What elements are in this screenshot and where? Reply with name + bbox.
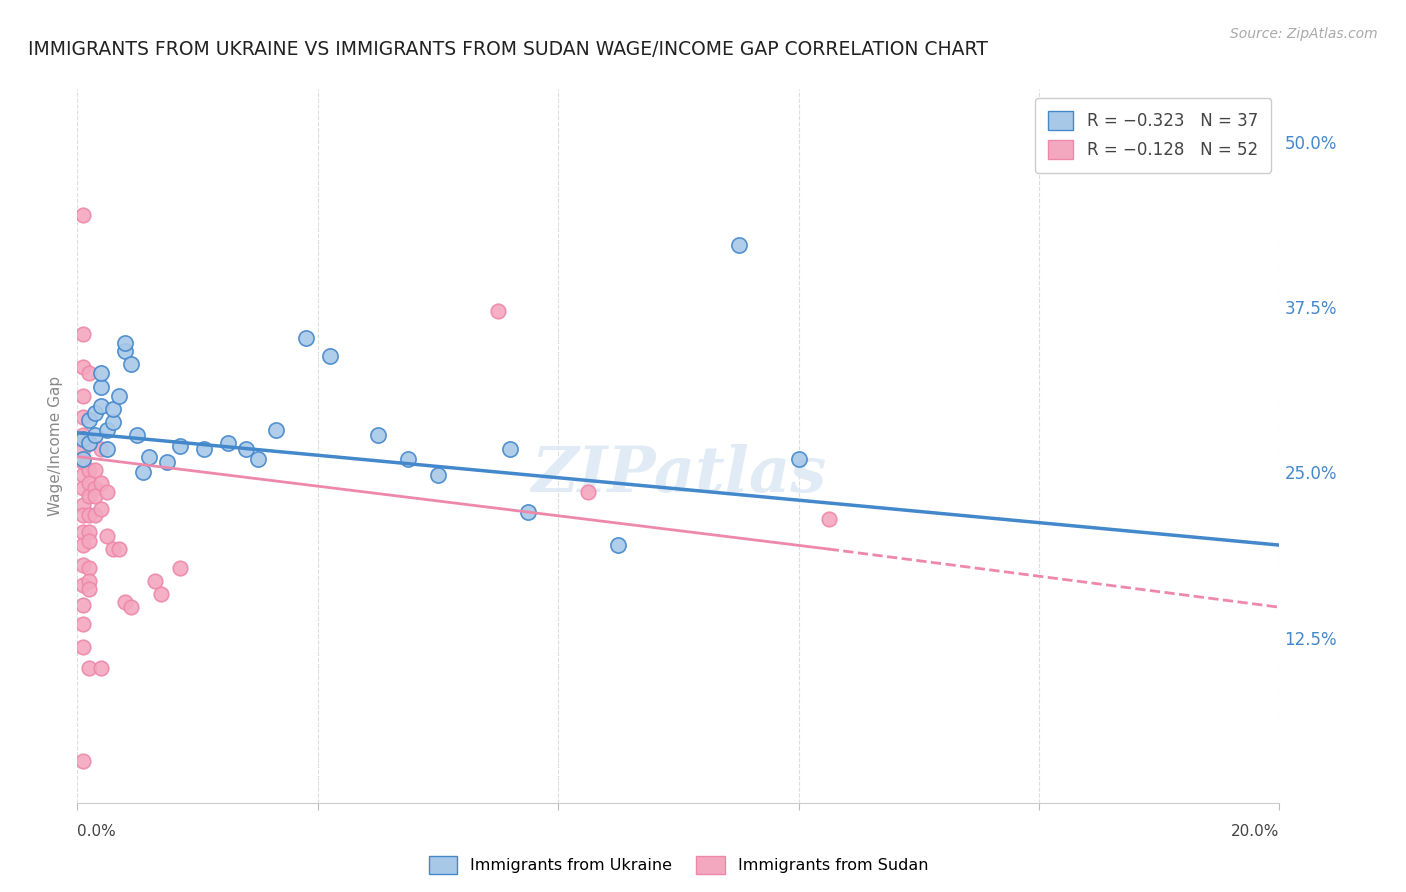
- Point: [96, 423, 118, 437]
- Text: ZIPatlas: ZIPatlas: [531, 444, 825, 505]
- Point: [235, 442, 257, 456]
- Point: [787, 452, 810, 467]
- Point: [72, 433, 94, 447]
- Point: [138, 450, 160, 464]
- Point: [72, 754, 94, 768]
- Point: [294, 331, 316, 345]
- Point: [427, 468, 450, 483]
- Point: [499, 442, 522, 456]
- Point: [103, 402, 125, 417]
- Text: IMMIGRANTS FROM UKRAINE VS IMMIGRANTS FROM SUDAN WAGE/INCOME GAP CORRELATION CHA: IMMIGRANTS FROM UKRAINE VS IMMIGRANTS FR…: [28, 40, 988, 59]
- Point: [90, 400, 112, 414]
- Point: [79, 436, 101, 450]
- Legend: R = −0.323   N = 37, R = −0.128   N = 52: R = −0.323 N = 37, R = −0.128 N = 52: [1035, 97, 1271, 173]
- Point: [79, 661, 101, 675]
- Point: [79, 560, 101, 574]
- Point: [72, 508, 94, 522]
- Point: [114, 335, 136, 350]
- Point: [72, 481, 94, 495]
- Point: [79, 489, 101, 503]
- Point: [727, 238, 749, 252]
- Point: [246, 452, 269, 467]
- Point: [120, 357, 142, 371]
- Text: Source: ZipAtlas.com: Source: ZipAtlas.com: [1230, 27, 1378, 41]
- Point: [103, 542, 125, 557]
- Point: [90, 442, 112, 456]
- Point: [108, 389, 131, 403]
- Point: [486, 304, 509, 318]
- Y-axis label: Wage/Income Gap: Wage/Income Gap: [48, 376, 63, 516]
- Point: [72, 499, 94, 513]
- Point: [72, 558, 94, 572]
- Point: [79, 524, 101, 539]
- Point: [96, 442, 118, 456]
- Point: [576, 485, 599, 500]
- Point: [90, 475, 112, 490]
- Point: [145, 574, 167, 588]
- Point: [72, 455, 94, 469]
- Point: [90, 367, 112, 381]
- Point: [72, 359, 94, 374]
- Point: [79, 534, 101, 549]
- Point: [84, 463, 107, 477]
- Point: [517, 505, 540, 519]
- Point: [72, 452, 94, 467]
- Point: [114, 595, 136, 609]
- Point: [79, 475, 101, 490]
- Point: [72, 640, 94, 654]
- Point: [169, 560, 191, 574]
- Point: [72, 538, 94, 552]
- Point: [396, 452, 419, 467]
- Point: [72, 468, 94, 483]
- Point: [72, 442, 94, 456]
- Point: [72, 409, 94, 424]
- Point: [169, 439, 191, 453]
- Point: [132, 466, 155, 480]
- Point: [72, 578, 94, 592]
- Point: [817, 511, 839, 525]
- Point: [84, 481, 107, 495]
- Point: [96, 485, 118, 500]
- Point: [607, 538, 630, 552]
- Point: [79, 463, 101, 477]
- Point: [319, 349, 342, 363]
- Point: [72, 524, 94, 539]
- Point: [217, 436, 239, 450]
- Point: [79, 412, 101, 426]
- Point: [150, 587, 173, 601]
- Point: [90, 379, 112, 393]
- Point: [79, 574, 101, 588]
- Point: [79, 508, 101, 522]
- Point: [79, 367, 101, 381]
- Point: [72, 389, 94, 403]
- Point: [127, 428, 149, 442]
- Point: [72, 326, 94, 341]
- Point: [103, 415, 125, 429]
- Point: [84, 406, 107, 420]
- Point: [79, 582, 101, 596]
- Point: [90, 661, 112, 675]
- Point: [96, 529, 118, 543]
- Point: [114, 343, 136, 358]
- Point: [156, 455, 179, 469]
- Point: [264, 423, 287, 437]
- Point: [84, 508, 107, 522]
- Point: [90, 502, 112, 516]
- Point: [84, 489, 107, 503]
- Point: [72, 617, 94, 632]
- Point: [79, 436, 101, 450]
- Text: 20.0%: 20.0%: [1232, 824, 1279, 838]
- Point: [84, 428, 107, 442]
- Point: [193, 442, 215, 456]
- Text: 0.0%: 0.0%: [77, 824, 117, 838]
- Point: [72, 598, 94, 612]
- Point: [72, 428, 94, 442]
- Point: [108, 542, 131, 557]
- Point: [120, 600, 142, 615]
- Point: [367, 428, 389, 442]
- Point: [72, 208, 94, 222]
